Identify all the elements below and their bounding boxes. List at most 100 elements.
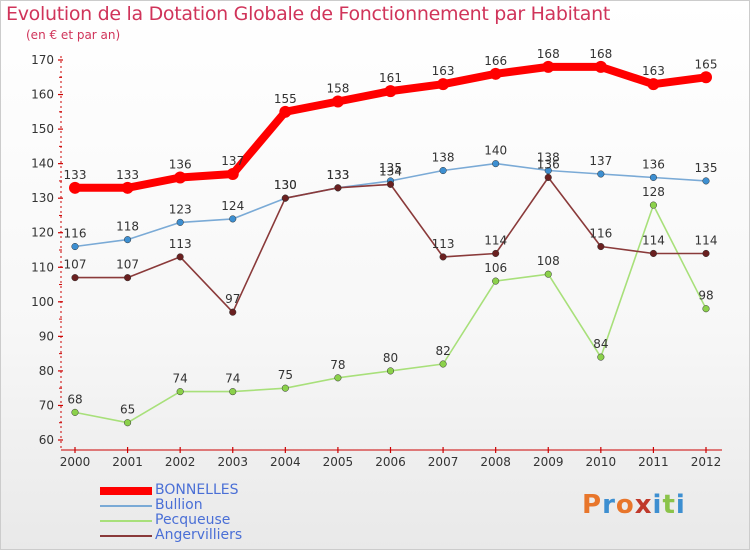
data-point-angervilliers (71, 274, 79, 282)
x-tick-label: 2012 (691, 455, 722, 469)
data-point-bullion (702, 177, 710, 185)
data-label-pecqueuse: 78 (330, 358, 345, 372)
data-label-bonnelles: 136 (169, 157, 192, 171)
x-tick-label: 2009 (533, 455, 564, 469)
legend-label-bonnelles: BONNELLES (155, 482, 239, 498)
y-tick-label: 150 (31, 122, 54, 136)
data-point-pecqueuse (439, 360, 447, 368)
data-point-bullion (439, 166, 447, 175)
legend-label-angervilliers: Angervilliers (155, 527, 243, 543)
data-label-pecqueuse: 65 (120, 403, 135, 417)
axes: 60 70 80 90 100 110 120 130 140 150 160 170 2000 2001… (31, 53, 722, 469)
data-point-bonnelles (279, 105, 292, 118)
data-label-angervilliers: 97 (225, 292, 240, 306)
data-label-bullion: 140 (484, 144, 507, 158)
data-point-bullion (649, 173, 657, 182)
y-tick-label: 130 (31, 191, 54, 205)
legend-swatch-pecqueuse (100, 520, 152, 522)
data-point-pecqueuse (71, 408, 79, 416)
data-label-bullion: 124 (221, 199, 244, 213)
series-markers (69, 60, 712, 427)
chart-subtitle: (en € et par an) (26, 28, 121, 42)
data-point-angervilliers (386, 180, 395, 188)
data-label-pecqueuse: 68 (67, 392, 82, 406)
y-tick-label: 90 (39, 329, 54, 343)
data-label-angervilliers: 113 (169, 237, 192, 251)
data-point-pecqueuse (702, 305, 710, 313)
data-label-angervilliers: 114 (484, 233, 507, 247)
data-label-angervilliers: 134 (379, 164, 402, 178)
data-point-bonnelles (594, 60, 607, 73)
data-point-angervilliers (229, 308, 237, 316)
data-label-bonnelles: 133 (116, 168, 139, 182)
x-tick-label: 2010 (586, 455, 617, 469)
data-point-pecqueuse (334, 374, 342, 382)
brand-letter: x (634, 490, 653, 520)
data-point-pecqueuse (281, 384, 289, 392)
y-tick-label: 110 (31, 260, 54, 274)
data-point-angervilliers (439, 253, 447, 261)
data-point-bonnelles (384, 85, 397, 98)
data-labels: 116 118 123 124 130 133 135 138 140 138 137 136 135 6… (64, 47, 718, 417)
brand-letter: o (615, 490, 635, 520)
data-label-angervilliers: 114 (695, 233, 718, 247)
data-label-bullion: 135 (695, 161, 718, 175)
brand-letter: r (602, 490, 616, 520)
data-point-pecqueuse (492, 277, 500, 285)
brand-letter: P (582, 490, 603, 520)
data-label-bullion: 138 (537, 151, 560, 165)
data-label-pecqueuse: 106 (484, 261, 507, 275)
y-tick-label: 120 (31, 226, 54, 240)
data-label-bonnelles: 133 (64, 168, 87, 182)
data-point-bullion (176, 218, 184, 226)
data-point-bonnelles (647, 78, 660, 91)
data-label-pecqueuse: 84 (593, 337, 608, 351)
data-label-bonnelles: 168 (589, 47, 612, 61)
proxiti-logo: Proxiti (582, 490, 686, 520)
data-label-bonnelles: 163 (642, 64, 665, 78)
data-label-bullion: 116 (64, 227, 87, 241)
brand-letter: t (662, 490, 676, 520)
y-tick-label: 170 (31, 53, 54, 67)
data-label-bullion: 136 (642, 157, 665, 171)
data-label-pecqueuse: 98 (698, 289, 713, 303)
legend-label-bullion: Bullion (155, 497, 203, 513)
x-tick-label: 2003 (217, 455, 248, 469)
x-tick-label: 2011 (638, 455, 669, 469)
y-tick-label: 160 (31, 88, 54, 102)
data-point-pecqueuse (176, 388, 184, 396)
chart-title: Evolution de la Dotation Globale de Fonc… (6, 3, 611, 25)
data-point-bullion (544, 166, 552, 175)
data-label-angervilliers: 114 (642, 233, 665, 247)
data-label-bullion: 130 (274, 178, 297, 192)
x-tick-label: 2004 (270, 455, 301, 469)
data-point-bullion (229, 215, 237, 223)
data-label-angervilliers: 107 (116, 258, 139, 272)
data-label-pecqueuse: 128 (642, 185, 665, 199)
legend-item-pecqueuse: Pecqueuse (100, 512, 320, 529)
data-point-bullion (71, 242, 79, 251)
data-point-angervilliers (544, 173, 552, 182)
legend-item-angervilliers: Angervilliers (100, 527, 320, 544)
data-label-bonnelles: 155 (274, 92, 297, 106)
data-point-bonnelles (542, 60, 555, 73)
data-point-pecqueuse (597, 353, 605, 361)
y-tick-label: 80 (39, 364, 54, 378)
legend-swatch-bullion (100, 505, 152, 507)
data-label-bonnelles: 168 (537, 47, 560, 61)
brand-letter: i (652, 490, 663, 520)
data-point-angervilliers (492, 249, 500, 258)
data-point-bullion (124, 236, 132, 244)
data-point-bonnelles (174, 171, 187, 184)
data-point-bullion (492, 160, 500, 168)
data-point-bonnelles (331, 95, 344, 108)
data-point-bonnelles (489, 67, 502, 80)
data-label-bonnelles: 165 (695, 57, 718, 71)
data-label-pecqueuse: 108 (537, 254, 560, 268)
y-tick-label: 70 (39, 398, 54, 412)
data-label-bullion: 123 (169, 202, 192, 216)
data-point-angervilliers (597, 242, 605, 251)
x-tick-label: 2008 (480, 455, 511, 469)
data-label-bonnelles: 163 (432, 64, 455, 78)
